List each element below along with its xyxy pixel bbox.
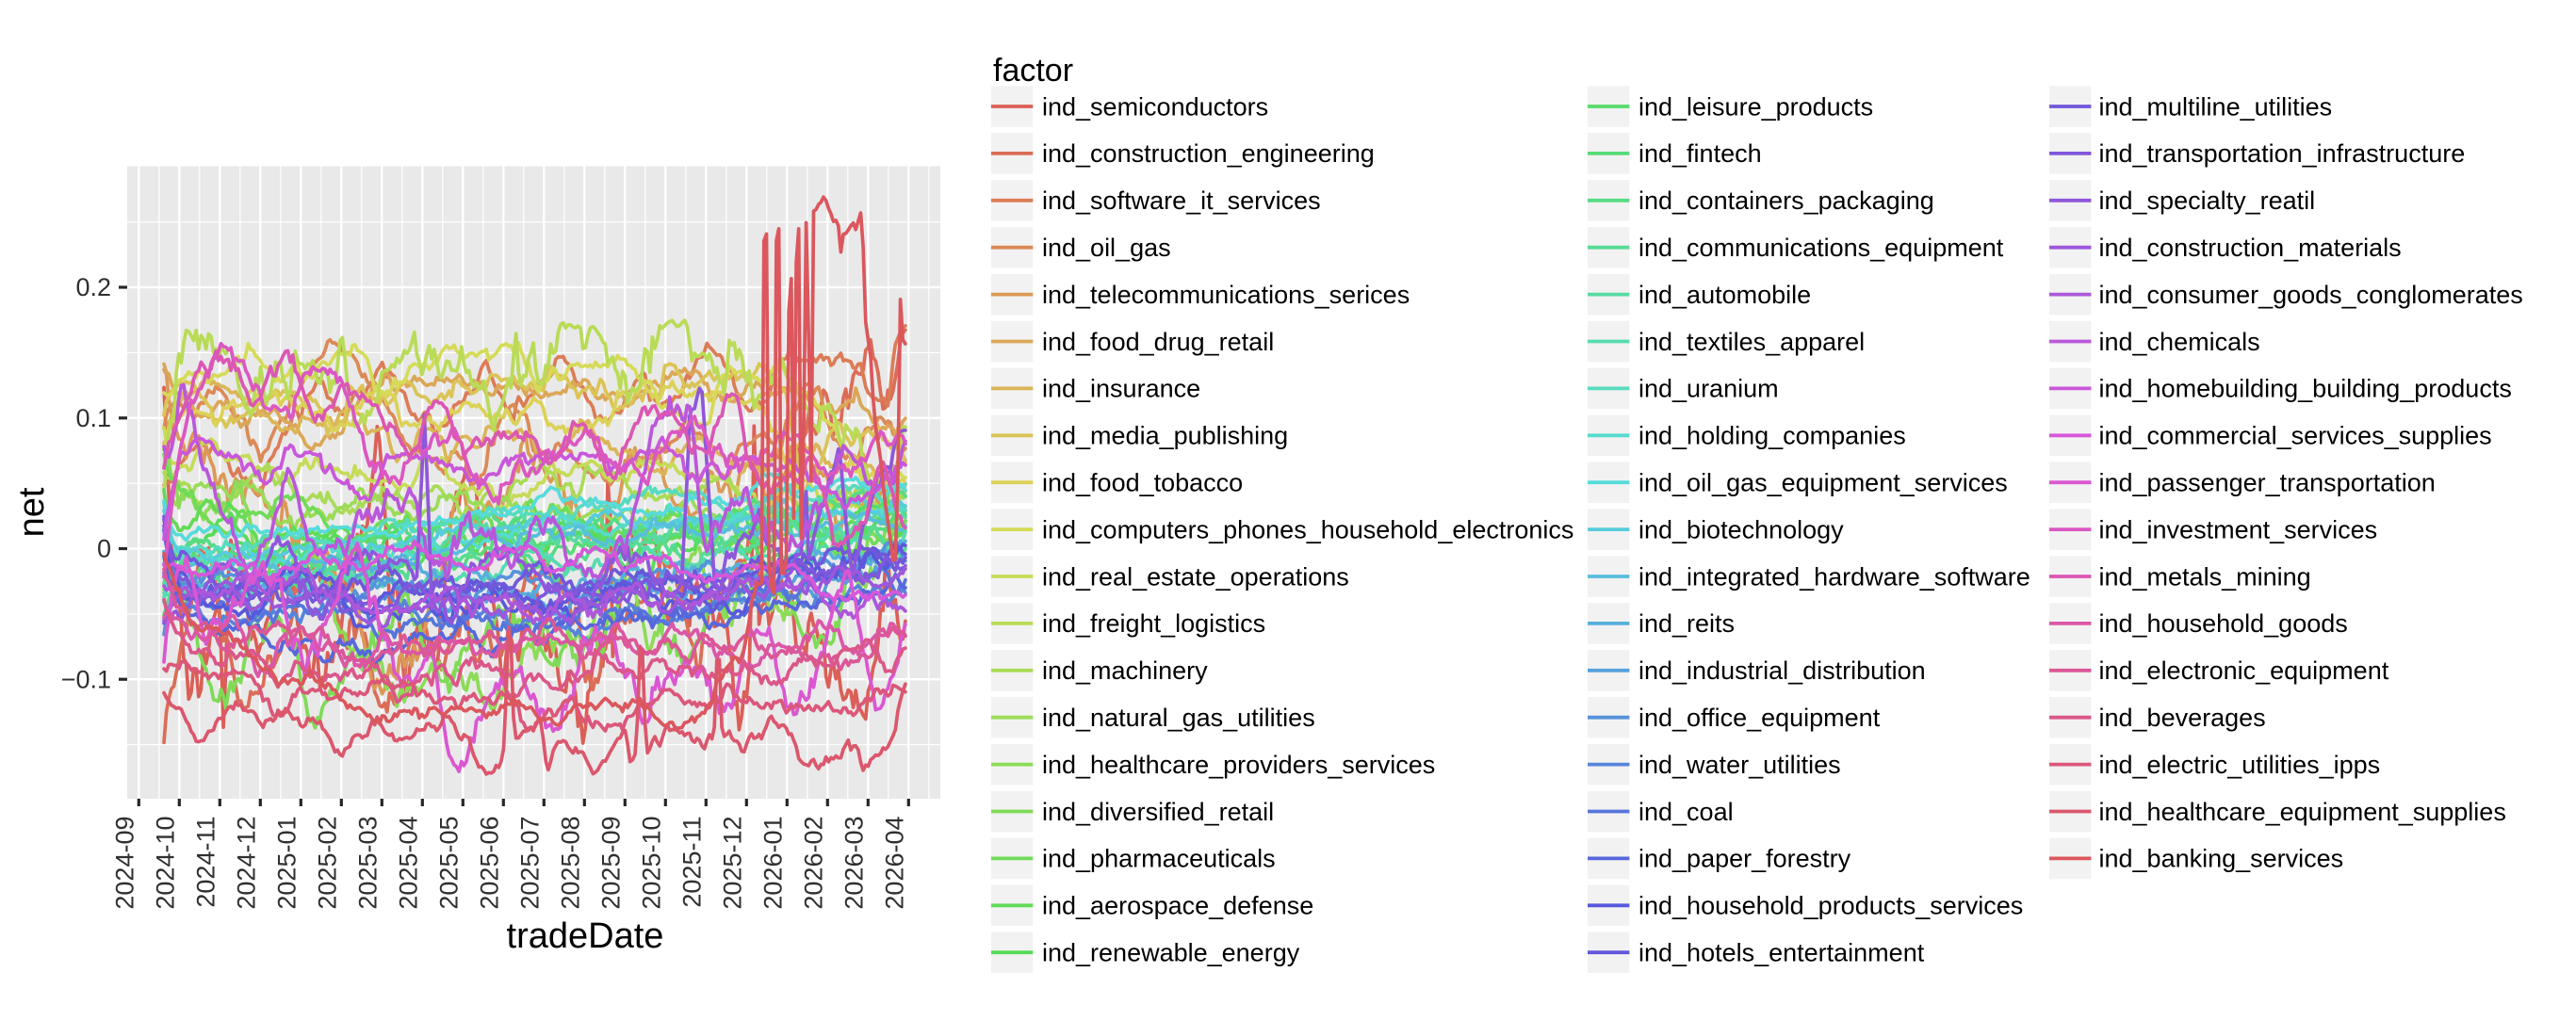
svg-text:ind_integrated_hardware_softwa: ind_integrated_hardware_software <box>1639 562 2030 591</box>
svg-text:ind_containers_packaging: ind_containers_packaging <box>1639 186 1934 215</box>
svg-text:−0.1: −0.1 <box>61 666 111 694</box>
svg-text:ind_media_publishing: ind_media_publishing <box>1042 422 1288 450</box>
svg-text:2025-06: 2025-06 <box>475 817 503 910</box>
svg-text:2026-02: 2026-02 <box>799 817 827 910</box>
svg-text:2025-03: 2025-03 <box>353 817 382 910</box>
svg-text:ind_beverages: ind_beverages <box>2099 704 2266 732</box>
svg-text:ind_specialty_reatil: ind_specialty_reatil <box>2099 186 2316 215</box>
svg-text:2025-08: 2025-08 <box>556 817 584 910</box>
svg-text:2024-10: 2024-10 <box>151 817 179 910</box>
svg-text:ind_transportation_infrastruct: ind_transportation_infrastructure <box>2099 139 2466 168</box>
svg-text:ind_chemicals: ind_chemicals <box>2099 328 2260 356</box>
svg-text:ind_industrial_distribution: ind_industrial_distribution <box>1639 656 1926 685</box>
svg-text:0.2: 0.2 <box>75 273 111 301</box>
svg-text:ind_holding_companies: ind_holding_companies <box>1639 422 1906 450</box>
svg-text:ind_multiline_utilities: ind_multiline_utilities <box>2099 92 2333 121</box>
svg-text:ind_commercial_services_suppli: ind_commercial_services_supplies <box>2099 422 2492 450</box>
svg-text:0.1: 0.1 <box>75 404 111 432</box>
svg-text:ind_telecommunications_serices: ind_telecommunications_serices <box>1042 281 1410 309</box>
svg-text:ind_software_it_services: ind_software_it_services <box>1042 186 1321 215</box>
svg-text:2026-01: 2026-01 <box>758 817 787 910</box>
svg-text:ind_insurance: ind_insurance <box>1042 375 1200 403</box>
svg-text:ind_metals_mining: ind_metals_mining <box>2099 562 2311 591</box>
svg-text:ind_computers_phones_household: ind_computers_phones_household_electroni… <box>1042 515 1573 543</box>
svg-text:ind_biotechnology: ind_biotechnology <box>1639 515 1844 543</box>
svg-text:ind_machinery: ind_machinery <box>1042 656 1208 685</box>
svg-text:ind_consumer_goods_conglomerat: ind_consumer_goods_conglomerates <box>2099 281 2523 309</box>
svg-text:ind_office_equipment: ind_office_equipment <box>1639 704 1881 732</box>
svg-text:2025-12: 2025-12 <box>718 817 746 910</box>
svg-text:tradeDate: tradeDate <box>507 916 664 956</box>
svg-text:ind_hotels_entertainment: ind_hotels_entertainment <box>1639 939 1925 967</box>
svg-text:ind_food_drug_retail: ind_food_drug_retail <box>1042 328 1274 356</box>
svg-text:ind_real_estate_operations: ind_real_estate_operations <box>1042 562 1349 591</box>
svg-text:ind_household_products_service: ind_household_products_services <box>1639 892 2023 920</box>
svg-text:2025-07: 2025-07 <box>515 817 544 910</box>
svg-text:factor: factor <box>993 53 1073 89</box>
svg-text:ind_healthcare_providers_servi: ind_healthcare_providers_services <box>1042 751 1435 779</box>
svg-text:ind_communications_equipment: ind_communications_equipment <box>1639 234 2004 262</box>
svg-text:2026-03: 2026-03 <box>840 817 868 910</box>
svg-text:net: net <box>12 487 52 537</box>
svg-text:ind_investment_services: ind_investment_services <box>2099 515 2378 543</box>
svg-text:2025-11: 2025-11 <box>677 817 706 908</box>
svg-text:ind_freight_logistics: ind_freight_logistics <box>1042 609 1265 638</box>
svg-text:ind_water_utilities: ind_water_utilities <box>1639 751 1841 779</box>
svg-text:ind_food_tobacco: ind_food_tobacco <box>1042 469 1243 497</box>
svg-text:ind_pharmaceuticals: ind_pharmaceuticals <box>1042 845 1276 873</box>
svg-text:0: 0 <box>97 535 111 563</box>
svg-text:ind_banking_services: ind_banking_services <box>2099 845 2344 873</box>
svg-text:ind_fintech: ind_fintech <box>1639 139 1762 168</box>
svg-text:2024-12: 2024-12 <box>232 817 260 910</box>
svg-text:ind_reits: ind_reits <box>1639 609 1735 638</box>
svg-text:ind_construction_materials: ind_construction_materials <box>2099 234 2402 262</box>
svg-text:ind_household_goods: ind_household_goods <box>2099 609 2348 638</box>
svg-text:ind_automobile: ind_automobile <box>1639 281 1811 309</box>
svg-text:ind_semiconductors: ind_semiconductors <box>1042 92 1268 121</box>
svg-text:2025-04: 2025-04 <box>394 817 422 910</box>
svg-text:ind_aerospace_defense: ind_aerospace_defense <box>1042 892 1313 920</box>
svg-text:2025-10: 2025-10 <box>637 817 665 910</box>
svg-text:2025-09: 2025-09 <box>596 817 625 910</box>
svg-text:ind_oil_gas_equipment_services: ind_oil_gas_equipment_services <box>1639 469 2008 497</box>
svg-text:ind_oil_gas: ind_oil_gas <box>1042 234 1171 262</box>
svg-text:ind_renewable_energy: ind_renewable_energy <box>1042 939 1300 967</box>
svg-text:2025-02: 2025-02 <box>313 817 341 910</box>
svg-text:ind_construction_engineering: ind_construction_engineering <box>1042 139 1375 168</box>
svg-text:ind_paper_forestry: ind_paper_forestry <box>1639 845 1851 873</box>
svg-text:ind_electric_utilities_ipps: ind_electric_utilities_ipps <box>2099 751 2381 779</box>
svg-text:2025-05: 2025-05 <box>434 817 463 910</box>
svg-text:ind_textiles_apparel: ind_textiles_apparel <box>1639 328 1865 356</box>
svg-text:ind_homebuilding_building_prod: ind_homebuilding_building_products <box>2099 375 2512 403</box>
svg-text:ind_leisure_products: ind_leisure_products <box>1639 92 1873 121</box>
svg-text:2024-11: 2024-11 <box>191 817 220 908</box>
svg-text:2026-04: 2026-04 <box>880 817 908 910</box>
svg-text:ind_diversified_retail: ind_diversified_retail <box>1042 798 1274 826</box>
svg-text:ind_electronic_equipment: ind_electronic_equipment <box>2099 656 2389 685</box>
svg-text:ind_passenger_transportation: ind_passenger_transportation <box>2099 469 2436 497</box>
svg-text:ind_healthcare_equipment_suppl: ind_healthcare_equipment_supplies <box>2099 798 2506 826</box>
svg-text:ind_uranium: ind_uranium <box>1639 375 1779 403</box>
svg-text:2025-01: 2025-01 <box>272 817 301 910</box>
svg-text:ind_coal: ind_coal <box>1639 798 1734 826</box>
svg-text:2024-09: 2024-09 <box>110 817 139 910</box>
svg-text:ind_natural_gas_utilities: ind_natural_gas_utilities <box>1042 704 1315 732</box>
